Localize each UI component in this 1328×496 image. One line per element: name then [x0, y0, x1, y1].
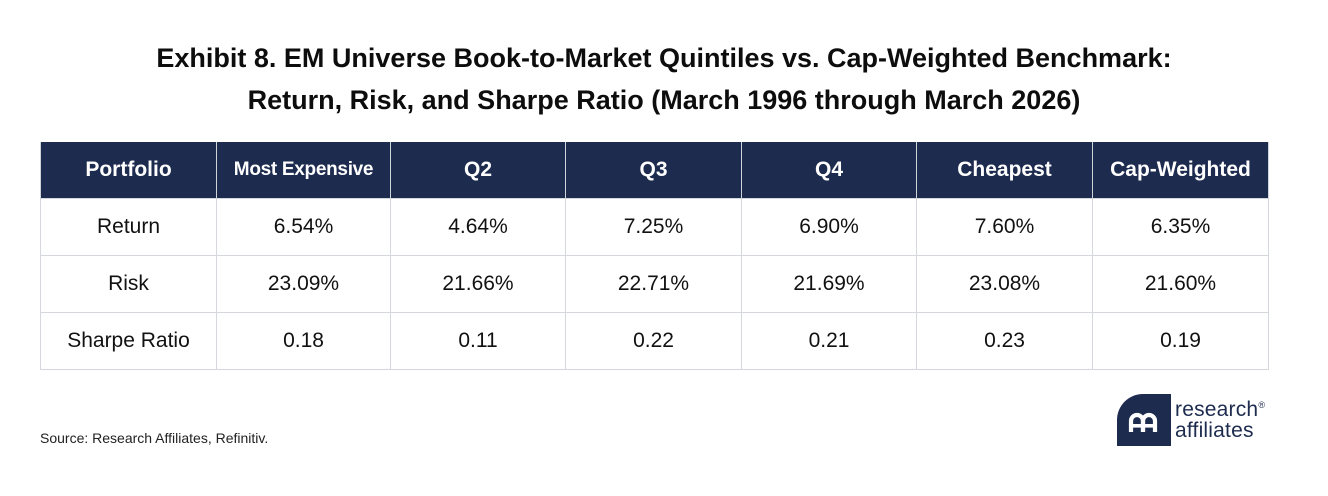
table-cell: 21.66%: [390, 254, 566, 313]
registered-mark: ®: [1258, 400, 1266, 410]
table-cell: 0.23: [916, 311, 1093, 370]
table-cell: 0.22: [565, 311, 742, 370]
table-cell: 22.71%: [565, 254, 742, 313]
table-cell: 6.35%: [1092, 197, 1269, 256]
ra-monogram-icon: [1117, 394, 1171, 446]
table-cell: 7.60%: [916, 197, 1093, 256]
row-label: Sharpe Ratio: [40, 311, 217, 370]
header-cheapest: Cheapest: [916, 142, 1093, 198]
logo-word-affiliates: affiliates: [1175, 419, 1254, 442]
header-most-expensive: Most Expensive: [216, 142, 391, 198]
header-q2: Q2: [390, 142, 566, 198]
header-q4: Q4: [741, 142, 917, 198]
header-q3: Q3: [565, 142, 742, 198]
table-row-sharpe-ratio: Sharpe Ratio 0.18 0.11 0.22 0.21 0.23 0.…: [40, 311, 1269, 370]
table-cell: 23.09%: [216, 254, 391, 313]
table-cell: 7.25%: [565, 197, 742, 256]
row-label: Return: [40, 197, 217, 256]
logo-wordmark: research® affiliates: [1175, 399, 1265, 441]
results-table: Portfolio Most Expensive Q2 Q3 Q4 Cheape…: [40, 142, 1269, 370]
table-cell: 21.69%: [741, 254, 917, 313]
exhibit-title: Exhibit 8. EM Universe Book-to-Market Qu…: [0, 37, 1328, 121]
source-note: Source: Research Affiliates, Refinitiv.: [40, 430, 269, 446]
logo-word-research: research: [1175, 398, 1259, 421]
table-cell: 23.08%: [916, 254, 1093, 313]
header-cap-weighted: Cap-Weighted: [1092, 142, 1269, 198]
table-cell: 21.60%: [1092, 254, 1269, 313]
table-row-return: Return 6.54% 4.64% 7.25% 6.90% 7.60% 6.3…: [40, 197, 1269, 256]
exhibit-title-line-1: Exhibit 8. EM Universe Book-to-Market Qu…: [156, 43, 1172, 73]
header-portfolio: Portfolio: [40, 142, 217, 198]
table-cell: 6.90%: [741, 197, 917, 256]
row-label: Risk: [40, 254, 217, 313]
table-cell: 0.19: [1092, 311, 1269, 370]
table-header-row: Portfolio Most Expensive Q2 Q3 Q4 Cheape…: [40, 142, 1269, 198]
table-cell: 0.11: [390, 311, 566, 370]
table-cell: 4.64%: [390, 197, 566, 256]
table-cell: 6.54%: [216, 197, 391, 256]
table-cell: 0.18: [216, 311, 391, 370]
research-affiliates-logo: research® affiliates: [1117, 393, 1265, 447]
exhibit-title-line-2: Return, Risk, and Sharpe Ratio (March 19…: [247, 85, 1081, 115]
table-cell: 0.21: [741, 311, 917, 370]
table-row-risk: Risk 23.09% 21.66% 22.71% 21.69% 23.08% …: [40, 254, 1269, 313]
